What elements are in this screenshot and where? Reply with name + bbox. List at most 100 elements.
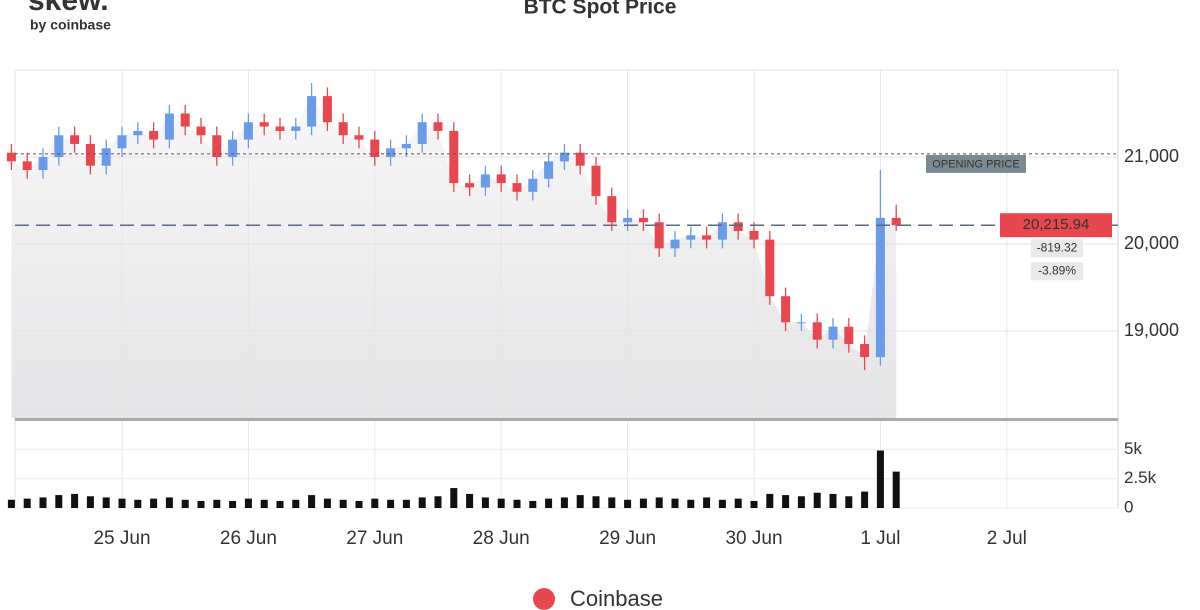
volume-bar	[734, 498, 742, 508]
logo-byline: by coinbase	[30, 17, 111, 33]
candle-body	[496, 174, 506, 184]
volume-bar	[276, 500, 284, 508]
candle-body	[591, 165, 601, 197]
candle-body	[449, 130, 459, 184]
candle-body	[212, 135, 222, 157]
candle-body	[828, 326, 838, 340]
x-tick-label: 28 Jun	[473, 528, 530, 549]
volume-bar	[450, 488, 458, 508]
candle-body	[670, 239, 680, 249]
volume-bar	[308, 495, 316, 508]
candle-body	[38, 157, 48, 171]
volume-bar	[292, 499, 300, 508]
volume-bar	[876, 450, 884, 508]
volume-bar	[434, 496, 442, 508]
candle-body	[322, 96, 332, 123]
opening-label: OPENING PRICE	[932, 158, 1019, 170]
volume-bar	[39, 497, 47, 508]
volume-bar	[355, 500, 363, 508]
x-tick-label: 29 Jun	[599, 528, 656, 549]
candle-body	[891, 217, 901, 226]
volume-bar	[624, 499, 632, 508]
candle-body	[607, 196, 617, 223]
opening-label-box	[926, 154, 1026, 173]
candle-body	[528, 178, 538, 192]
candle-body	[291, 126, 301, 131]
volume-bar	[703, 497, 711, 508]
volume-bar	[592, 496, 600, 508]
candle-body	[386, 148, 396, 157]
candle-body	[370, 139, 380, 157]
candle-body	[275, 126, 285, 131]
last-price-label: 20,215.94	[1023, 216, 1090, 233]
candle-body	[338, 122, 348, 136]
candle-body	[6, 152, 16, 162]
volume-bar	[829, 493, 837, 508]
candle-body	[259, 122, 269, 127]
volume-bar	[560, 497, 568, 508]
candle-body	[623, 217, 633, 223]
candle-body	[243, 122, 253, 140]
volume-bar	[118, 498, 126, 508]
volume-bar	[529, 500, 537, 508]
volume-bar	[323, 498, 331, 508]
change-label: -819.32	[1037, 240, 1078, 254]
candle-body	[180, 113, 190, 127]
volume-bar	[134, 499, 142, 508]
y2-tick-label: 2.5k	[1124, 468, 1157, 487]
volume-bar	[181, 499, 189, 508]
volume-bar	[766, 493, 774, 508]
volume-bar	[481, 497, 489, 508]
volume-bar	[197, 500, 205, 508]
x-tick-label: 30 Jun	[725, 528, 782, 549]
volume-bar	[260, 499, 268, 508]
candle-body	[465, 183, 475, 188]
candle-body	[117, 135, 127, 149]
volume-bar	[750, 500, 758, 508]
chart-title: BTC Spot Price	[524, 0, 677, 19]
volume-bar	[813, 492, 821, 508]
volume-bar	[892, 471, 900, 508]
candle-body	[54, 135, 64, 157]
volume-bar	[402, 499, 410, 508]
candle-body	[307, 96, 317, 127]
volume-bar	[7, 499, 15, 508]
candle-body	[228, 139, 238, 157]
change-pct-box	[1031, 262, 1083, 281]
candle-body	[512, 183, 522, 192]
volume-bar	[102, 497, 110, 508]
candle-body	[765, 239, 775, 297]
candle-body	[433, 122, 443, 131]
volume-bar	[339, 499, 347, 508]
price-area	[11, 96, 897, 418]
candle-body	[812, 322, 822, 340]
x-tick-label: 2 Jul	[987, 528, 1027, 549]
candle-body	[70, 135, 80, 144]
volume-bar	[845, 496, 853, 508]
x-tick-label: 26 Jun	[220, 528, 277, 549]
candle-body	[844, 326, 854, 345]
candle-body	[417, 122, 427, 144]
candle-body	[717, 222, 727, 240]
candle-body	[164, 113, 174, 140]
candle-body	[575, 152, 585, 166]
volume-bar	[23, 498, 31, 508]
volume-bar	[387, 499, 395, 508]
candle-body	[860, 344, 870, 358]
volume-bar	[608, 497, 616, 508]
candle-body	[702, 235, 712, 240]
volume-bar	[165, 497, 173, 508]
panel-divider	[15, 418, 1118, 421]
volume-bar	[213, 499, 221, 508]
volume-bar	[718, 499, 726, 508]
candle-body	[749, 230, 759, 240]
x-tick-label: 25 Jun	[93, 528, 150, 549]
volume-bar	[797, 496, 805, 508]
candle-body	[686, 235, 696, 240]
candle-body	[781, 296, 791, 323]
logo: skew.	[28, 0, 109, 17]
volume-bar	[655, 497, 663, 508]
candle-body	[354, 135, 364, 140]
last-price-box	[1000, 213, 1112, 238]
